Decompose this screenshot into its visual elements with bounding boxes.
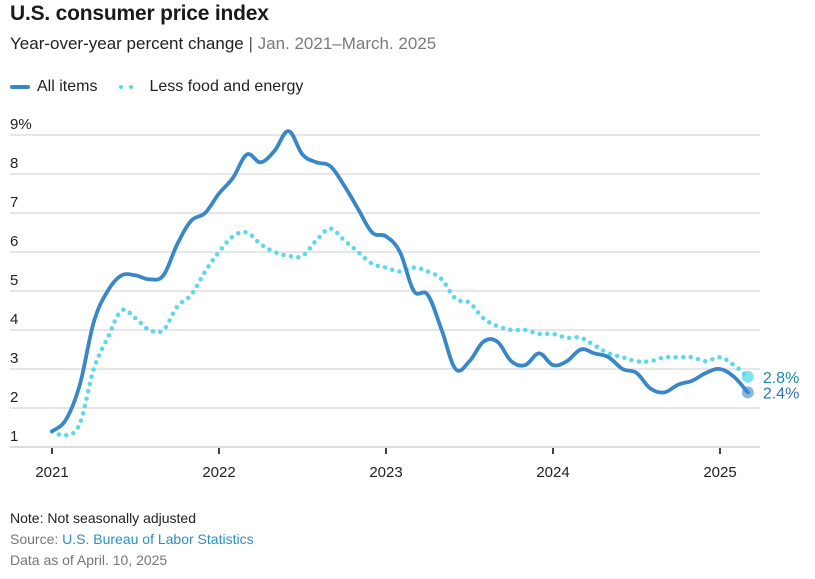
end-labels: 2.8%2.4%: [741, 370, 799, 402]
legend-solid-line-swatch: [10, 85, 30, 89]
footnote: Note: Not seasonally adjusted: [10, 510, 196, 526]
source-link[interactable]: U.S. Bureau of Labor Statistics: [62, 531, 254, 547]
y-axis-tick-labels: 1 2 3 4 5 6 7 8 9%: [10, 116, 32, 445]
x-tick-label: 2022: [202, 464, 235, 481]
x-tick-label: 2021: [35, 464, 68, 481]
subtitle-date-range: Jan. 2021–March. 2025: [257, 34, 437, 53]
chart-title: U.S. consumer price index: [10, 2, 269, 25]
series-line-less-food-and-energy: [49, 226, 751, 438]
subtitle-separator: |: [248, 34, 253, 53]
y-tick-label: 8: [10, 155, 18, 172]
legend-label: Less food and energy: [149, 78, 304, 95]
end-value-label: 2.4%: [763, 385, 799, 402]
x-tick-label: 2023: [369, 464, 402, 481]
y-tick-label: 4: [10, 311, 18, 328]
chart-subtitle: Year-over-year percent change | Jan. 202…: [10, 34, 436, 54]
y-tick-label: 3: [10, 350, 18, 367]
source-prefix: Source:: [10, 531, 63, 547]
y-tick-label: 9%: [10, 116, 32, 133]
x-tick-label: 2025: [703, 464, 736, 481]
gridlines: [10, 134, 760, 448]
x-axis-ticks: 2021 2022 2023 2024 2025: [35, 448, 737, 481]
x-tick-label: 2024: [536, 464, 569, 481]
y-tick-label: 2: [10, 389, 18, 406]
y-tick-label: 5: [10, 272, 18, 289]
series-line-all-items: [50, 129, 750, 434]
end-value-label: 2.8%: [763, 370, 799, 387]
line-chart: 1 2 3 4 5 6 7 8 9% 2021 2022 2023 2024 2025 2.8%2.4%: [10, 116, 799, 481]
y-tick-label: 1: [10, 428, 18, 445]
chart-footer: Note: Not seasonally adjusted Source: U.…: [10, 508, 254, 571]
y-tick-label: 6: [10, 233, 18, 250]
legend-item-core: Less food and energy: [119, 78, 303, 96]
legend-label: All items: [37, 78, 98, 95]
legend-item-all-items: All items: [10, 78, 97, 96]
end-point-marker: [741, 386, 754, 399]
end-point-marker: [741, 370, 754, 383]
data-series: [49, 129, 751, 438]
y-tick-label: 7: [10, 194, 18, 211]
legend-dotted-line-swatch: [119, 85, 134, 89]
chart-legend: All items Less food and energy: [10, 78, 325, 96]
data-as-of: Data as of April. 10, 2025: [10, 552, 168, 568]
subtitle-main: Year-over-year percent change: [10, 34, 244, 53]
source-line: Source: U.S. Bureau of Labor Statistics: [10, 529, 254, 550]
